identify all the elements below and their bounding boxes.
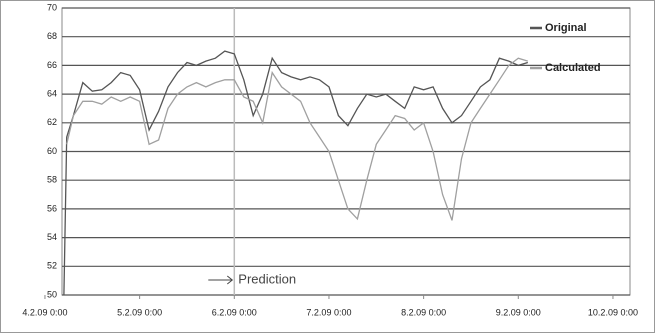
x-tick-label: 5.2.09 0:00 xyxy=(117,307,162,317)
y-tick-label: 58 xyxy=(47,175,57,185)
series-line xyxy=(63,50,528,296)
y-tick-label: 56 xyxy=(47,203,57,213)
y-tick-label: 70 xyxy=(47,2,57,12)
y-tick-label: 64 xyxy=(47,88,57,98)
x-tick-label: 6.2.09 0:00 xyxy=(212,307,257,317)
y-tick-label: 52 xyxy=(47,261,57,271)
series-line xyxy=(66,57,528,221)
y-tick-label: 54 xyxy=(47,232,57,242)
x-tick-label: 9.2.09 0:00 xyxy=(496,307,541,317)
x-tick-label: 10.2.09 0:00 xyxy=(588,307,638,317)
y-tick-label: 50 xyxy=(47,289,57,299)
y-tick-label: 62 xyxy=(47,117,57,127)
x-tick-label: 7.2.09 0:00 xyxy=(306,307,351,317)
y-tick-label: 60 xyxy=(47,146,57,156)
y-tick-label: 68 xyxy=(47,31,57,41)
legend-label: Original xyxy=(545,22,587,34)
annotation-arrow xyxy=(208,275,234,285)
legend-label: Calculated xyxy=(545,62,601,74)
x-tick-label: 8.2.09 0:00 xyxy=(401,307,446,317)
annotation-text: Prediction xyxy=(238,271,296,286)
x-tick-label: 4.2.09 0:00 xyxy=(22,307,67,317)
y-tick-label: 66 xyxy=(47,60,57,70)
